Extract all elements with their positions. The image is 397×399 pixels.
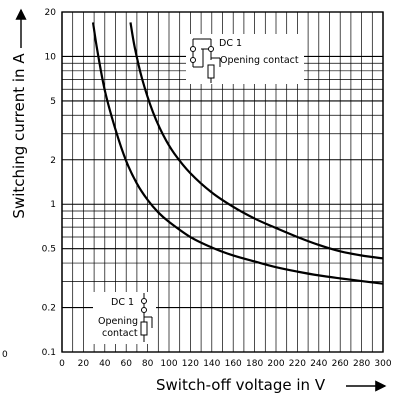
annotation-lower-line3: contact xyxy=(102,328,138,339)
x-tick-label: 20 xyxy=(78,359,90,369)
x-tick-label: 80 xyxy=(142,359,154,369)
x-tick-label: 140 xyxy=(203,359,220,369)
contact-symbol-lower-icon xyxy=(140,293,153,342)
y-tick-label: 5 xyxy=(50,97,56,107)
stray-label: 0 xyxy=(2,350,8,360)
grid xyxy=(61,11,384,353)
y-axis-label: Switching current in A xyxy=(10,53,28,219)
annotation-upper-line1: DC 1 xyxy=(219,38,242,49)
x-tick-label: 120 xyxy=(182,359,199,369)
x-tick-labels: 0 20 40 60 80 100 120 140 160 180 200 220 240 260 280 3… xyxy=(59,359,392,369)
x-tick-label: 40 xyxy=(99,359,111,369)
curve-1 xyxy=(91,22,384,285)
x-tick-label: 220 xyxy=(289,359,306,369)
contact-symbol-upper-icon xyxy=(190,38,221,83)
y-tick-label: 2 xyxy=(50,156,56,166)
annotation-upper-line2: Opening contact xyxy=(220,55,299,66)
y-tick-label: 20 xyxy=(45,8,57,18)
y-tick-label: 0.2 xyxy=(42,304,56,314)
y-tick-label: 0.1 xyxy=(42,348,56,358)
x-tick-label: 160 xyxy=(225,359,242,369)
plot-frame xyxy=(61,11,384,353)
x-tick-label: 260 xyxy=(332,359,349,369)
curve-2 xyxy=(129,22,384,260)
annotation-lower: DC 1 Opening contact xyxy=(93,292,156,344)
x-tick-label: 0 xyxy=(59,359,65,369)
x-tick-label: 240 xyxy=(310,359,327,369)
x-tick-label: 200 xyxy=(267,359,284,369)
y-tick-label: 1 xyxy=(50,200,56,210)
y-tick-labels: 0.1 0.2 0.5 1 2 5 10 20 xyxy=(42,8,57,358)
annotation-lower-line2: Opening xyxy=(98,316,138,327)
x-tick-label: 180 xyxy=(246,359,263,369)
annotation-upper: DC 1 Opening contact xyxy=(186,34,304,84)
y-tick-label: 10 xyxy=(45,52,57,62)
annotation-lower-line1: DC 1 xyxy=(111,297,134,308)
x-axis-label: Switch-off voltage in V xyxy=(156,376,326,394)
y-tick-label: 0.5 xyxy=(42,245,56,255)
x-tick-label: 60 xyxy=(120,359,132,369)
curves xyxy=(91,22,384,285)
x-tick-label: 100 xyxy=(160,359,177,369)
x-tick-label: 300 xyxy=(374,359,391,369)
annotation-upper-bg xyxy=(186,34,304,84)
x-tick-label: 280 xyxy=(353,359,370,369)
